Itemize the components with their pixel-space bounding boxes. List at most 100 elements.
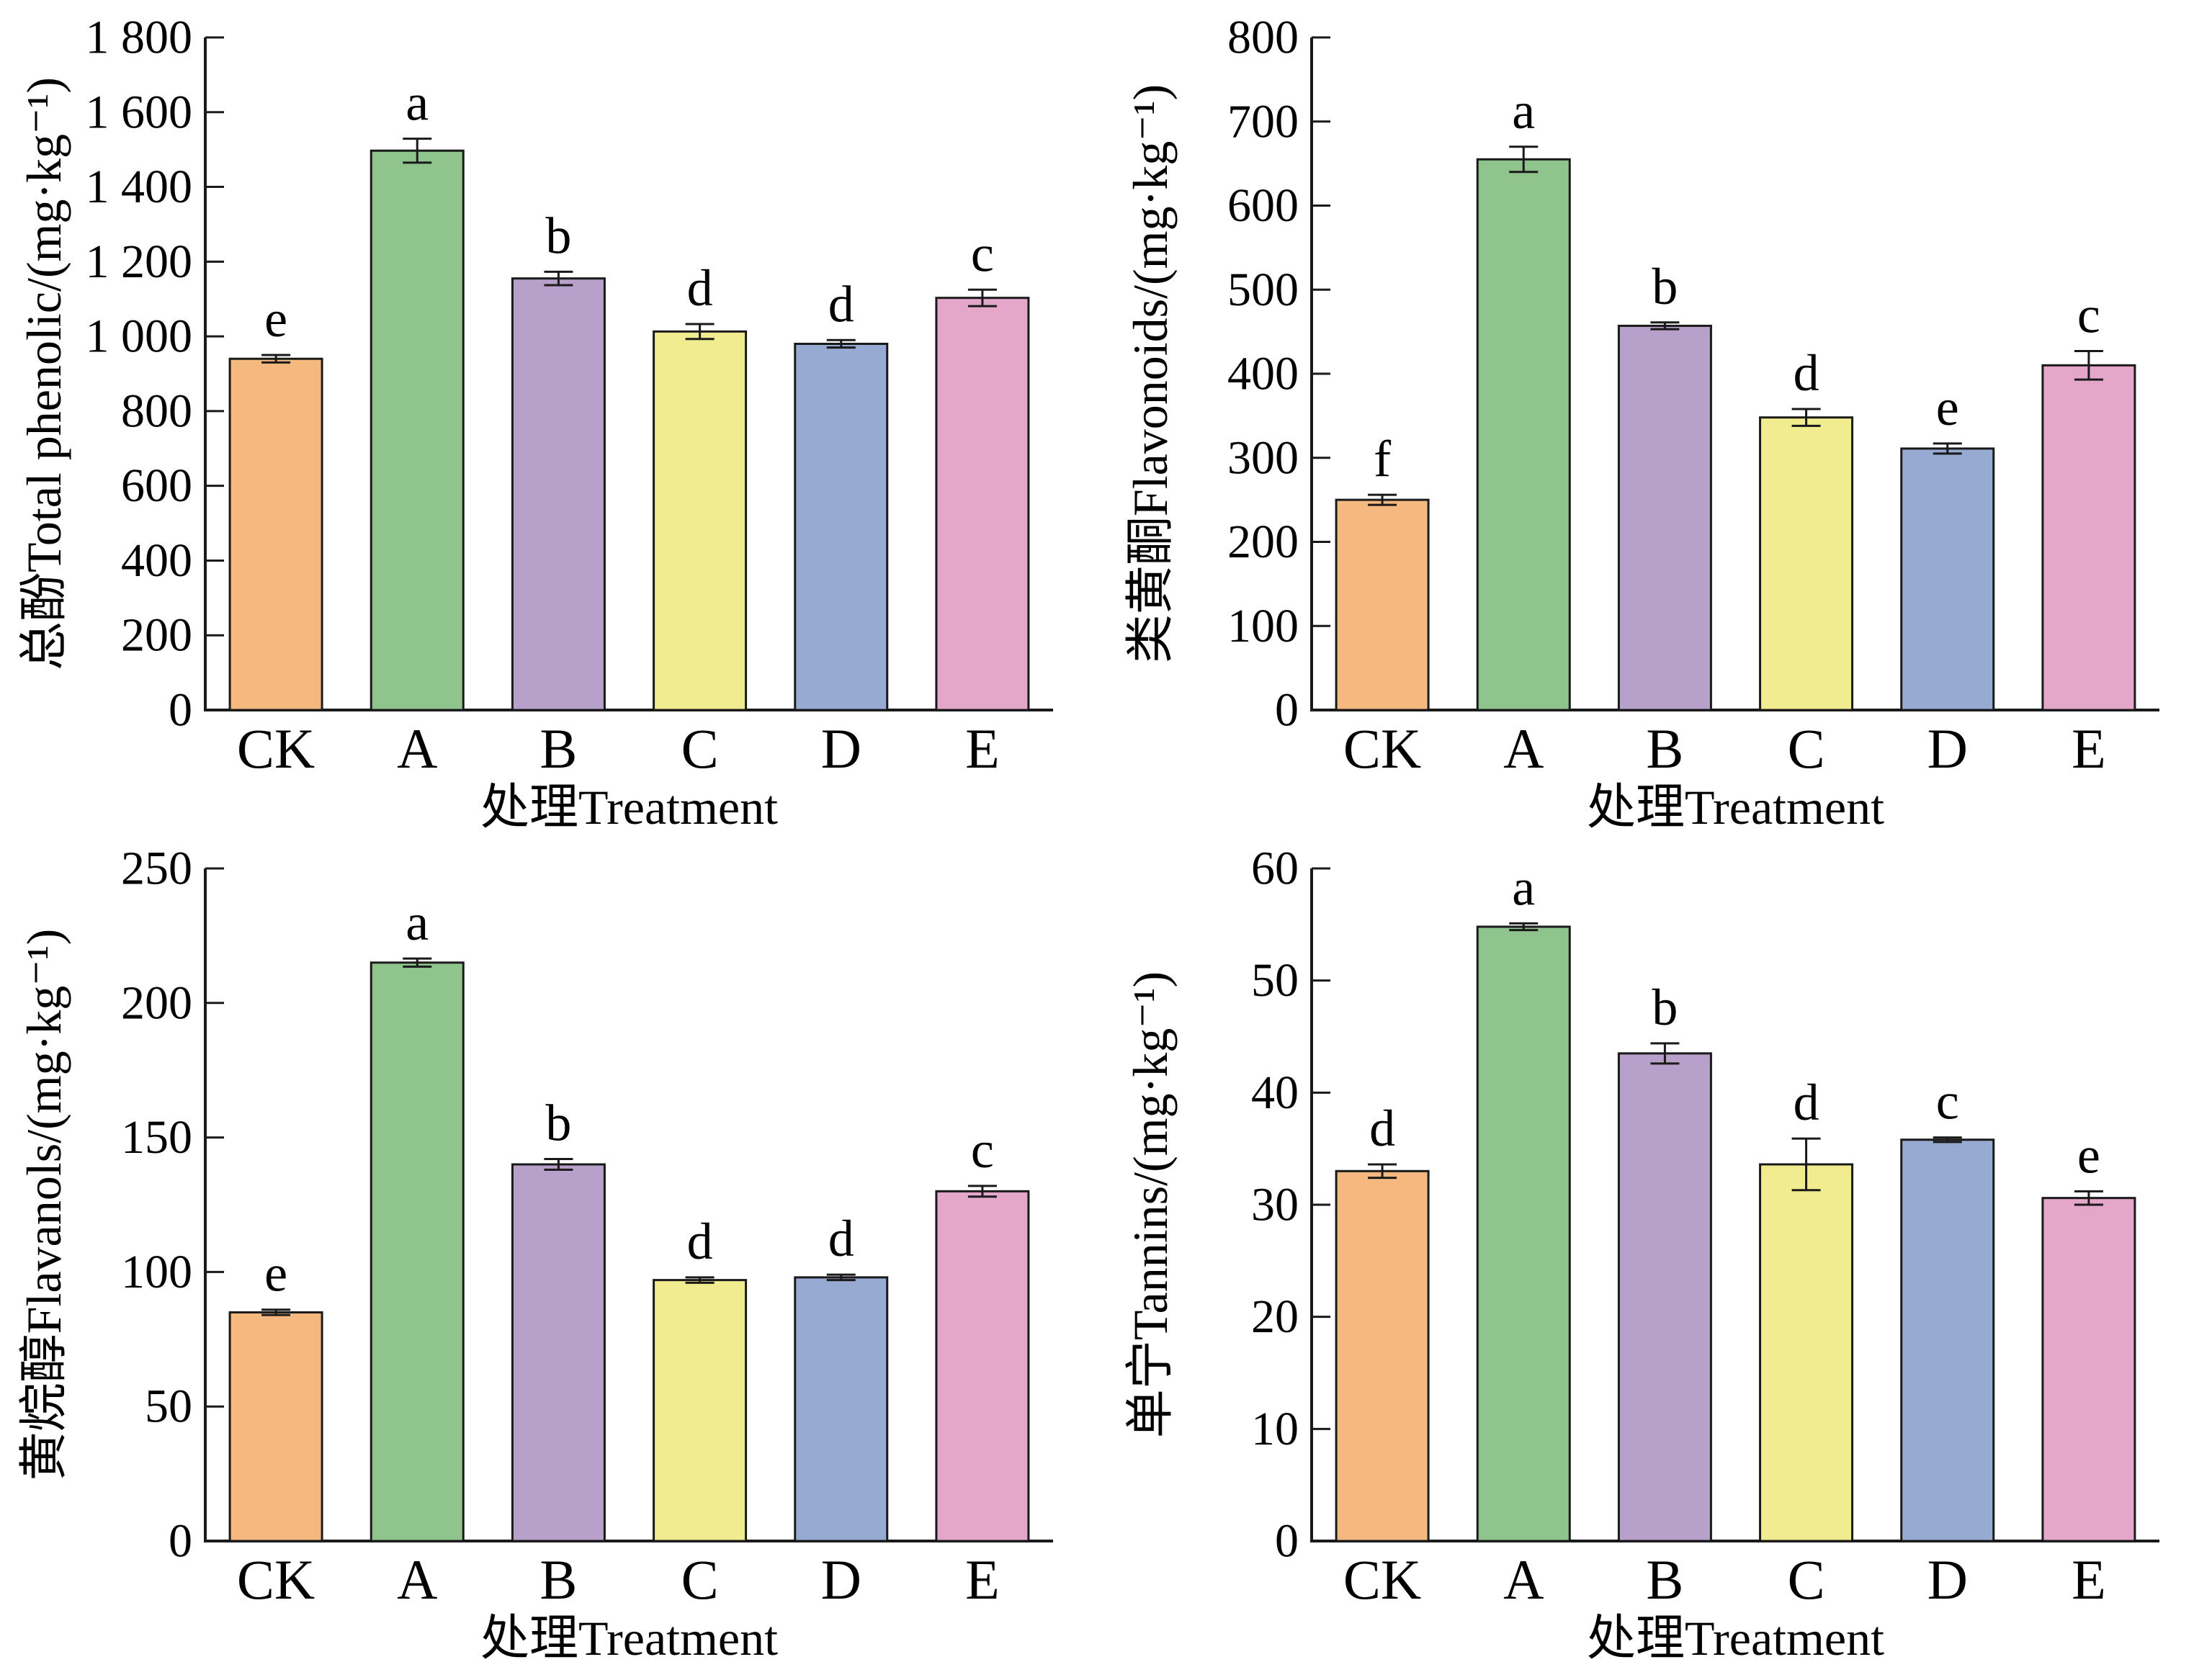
sig-letter-CK: e	[264, 1245, 287, 1303]
sig-letter-C: d	[1794, 1074, 1819, 1131]
error-bar-C	[685, 1276, 715, 1284]
bar-C	[653, 330, 748, 711]
y-tick-label: 200	[121, 609, 192, 662]
chart-total-phenolic: 0 200 400 600 800 1 000 1 200 1 400 1 600 1 800 e C…	[0, 0, 1106, 831]
y-tick-label: 20	[1251, 1290, 1299, 1343]
error-bar-C	[1791, 408, 1821, 427]
sig-letter-A: a	[1512, 82, 1535, 140]
bar-A	[1476, 158, 1571, 711]
y-tick-label: 1 200	[86, 235, 193, 288]
y-axis-title: 单宁Tannins/(mg·kg⁻¹)	[1123, 971, 1178, 1438]
x-category-B: B	[1646, 717, 1683, 780]
x-axis-title: 处理Treatment	[480, 780, 778, 831]
error-bar-CK	[261, 354, 291, 364]
bar-C	[653, 1279, 748, 1542]
bar-D	[794, 1276, 889, 1542]
error-bar-A	[1509, 145, 1539, 174]
x-category-E: E	[965, 1548, 1000, 1611]
y-tick-label: 600	[1227, 179, 1299, 232]
sig-letter-A: a	[406, 74, 429, 132]
sig-letter-B: b	[545, 207, 571, 264]
chart-svg-flavanols: 0 50 100 150 200 250 e CK a Ab Bd Cd Dc E 处理Treatment 黄…	[17, 843, 1053, 1662]
bar-CK	[1335, 498, 1430, 711]
x-category-D: D	[1927, 1548, 1968, 1611]
x-category-A: A	[397, 1548, 437, 1611]
y-tick-label: 0	[169, 1515, 192, 1568]
x-category-CK: CK	[237, 1548, 315, 1611]
x-category-E: E	[965, 717, 1000, 780]
sig-letter-CK: d	[1369, 1100, 1395, 1157]
x-category-E: E	[2072, 1548, 2106, 1611]
x-axis-title: 处理Treatment	[1587, 780, 1884, 831]
y-axis-title: 类黄酮Flavonoids/(mg·kg⁻¹)	[1123, 84, 1178, 663]
error-bar-A	[403, 957, 432, 968]
y-tick-label: 50	[1251, 954, 1299, 1007]
x-category-CK: CK	[1343, 1548, 1421, 1611]
y-tick-label: 500	[1227, 264, 1299, 316]
sig-letter-D: e	[1936, 379, 1959, 436]
bar-B	[1617, 324, 1712, 711]
x-category-C: C	[681, 717, 719, 780]
y-tick-label: 100	[121, 1246, 192, 1298]
sig-letter-A: a	[1512, 858, 1535, 916]
y-axis-ticks: 0 100 200 300 400 500 600 700 800	[1227, 12, 1330, 737]
y-tick-label: 300	[1227, 431, 1299, 484]
x-category-C: C	[1788, 1548, 1825, 1611]
error-bar-D	[1933, 1136, 1962, 1144]
sig-letter-E: c	[971, 225, 994, 282]
error-bar-E	[967, 1185, 997, 1198]
chart-svg-tannins: 0 10 20 30 40 50 60 d CK a Ab Bd Cc De E 处理Treatment 单宁T…	[1123, 843, 2159, 1662]
bar-CK	[1335, 1169, 1430, 1542]
y-axis-ticks: 0 50 100 150 200 250	[121, 843, 224, 1568]
x-category-A: A	[1503, 717, 1544, 780]
bar-C	[1759, 416, 1854, 711]
error-bar-A	[403, 138, 432, 164]
sig-letter-D: c	[1936, 1073, 1959, 1131]
bar-E	[2041, 1197, 2136, 1542]
bar-E	[935, 297, 1030, 711]
y-tick-label: 30	[1251, 1179, 1299, 1231]
bar-C	[1759, 1163, 1854, 1542]
y-axis-ticks: 0 200 400 600 800 1 000 1 200 1 400 1 600 1 800	[86, 12, 224, 737]
x-category-E: E	[2072, 717, 2106, 780]
sig-letter-CK: e	[264, 290, 287, 348]
error-bar-B	[544, 1157, 573, 1171]
bar-A	[370, 961, 465, 1542]
y-tick-label: 10	[1251, 1403, 1299, 1455]
bar-B	[1617, 1052, 1712, 1542]
y-tick-label: 0	[1275, 1515, 1299, 1568]
y-tick-label: 0	[1275, 684, 1299, 737]
sig-letter-C: d	[687, 1213, 713, 1270]
x-category-CK: CK	[237, 717, 315, 780]
y-tick-label: 250	[121, 843, 192, 895]
y-axis-ticks: 0 10 20 30 40 50 60	[1251, 843, 1330, 1568]
y-tick-label: 200	[1227, 516, 1299, 568]
error-bar-B	[1650, 321, 1680, 331]
x-category-D: D	[821, 717, 861, 780]
axes	[204, 37, 1053, 711]
x-category-C: C	[1788, 717, 1825, 780]
y-axis-title: 总酚Total phenolic/(mg·kg⁻¹)	[17, 77, 71, 670]
error-bar-E	[2074, 349, 2103, 381]
y-tick-label: 100	[1227, 600, 1299, 652]
x-category-B: B	[1646, 1548, 1683, 1611]
bar-E	[935, 1190, 1030, 1542]
chart-svg-total-phenolic: 0 200 400 600 800 1 000 1 200 1 400 1 600 1 800 e C…	[17, 12, 1053, 831]
y-tick-label: 0	[169, 684, 192, 737]
bar-CK	[228, 357, 323, 711]
error-bar-CK	[1368, 493, 1397, 506]
x-category-D: D	[1927, 717, 1968, 780]
y-tick-label: 150	[121, 1111, 192, 1164]
x-category-B: B	[539, 1548, 577, 1611]
chart-svg-flavonoids: 0 100 200 300 400 500 600 700 800 f CK a Ab Bd Ce Dc E 处理…	[1123, 12, 2159, 831]
bar-D	[794, 342, 889, 711]
sig-letter-D: d	[828, 1210, 854, 1267]
sig-letter-E: c	[2077, 286, 2100, 343]
y-tick-label: 800	[1227, 12, 1299, 64]
sig-letter-C: d	[1794, 344, 1819, 402]
sig-letter-D: d	[828, 275, 854, 333]
y-tick-label: 200	[121, 976, 192, 1029]
